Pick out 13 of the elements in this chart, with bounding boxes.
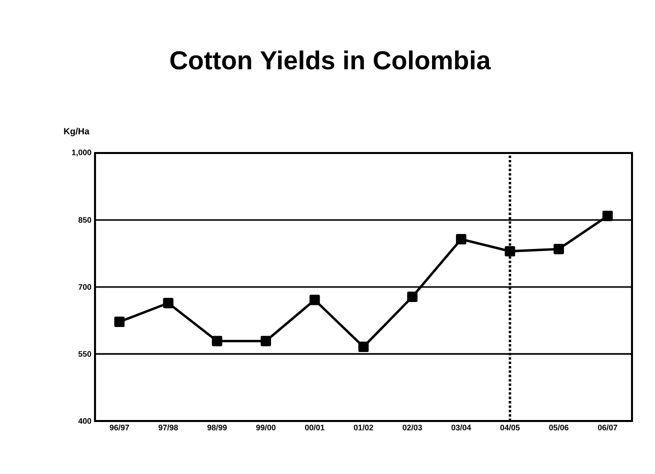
point: [602, 210, 613, 222]
point: [114, 316, 125, 328]
chart-title: Cotton Yields in Colombia: [170, 50, 491, 70]
point: [456, 234, 466, 244]
point: [504, 246, 516, 256]
point: [358, 342, 369, 352]
y-axis-title: Kg/Ha: [64, 128, 90, 136]
point: [212, 336, 222, 346]
point: [163, 298, 174, 308]
point: [260, 336, 272, 346]
point: [310, 294, 320, 306]
point: [407, 292, 418, 302]
point: [554, 244, 564, 254]
